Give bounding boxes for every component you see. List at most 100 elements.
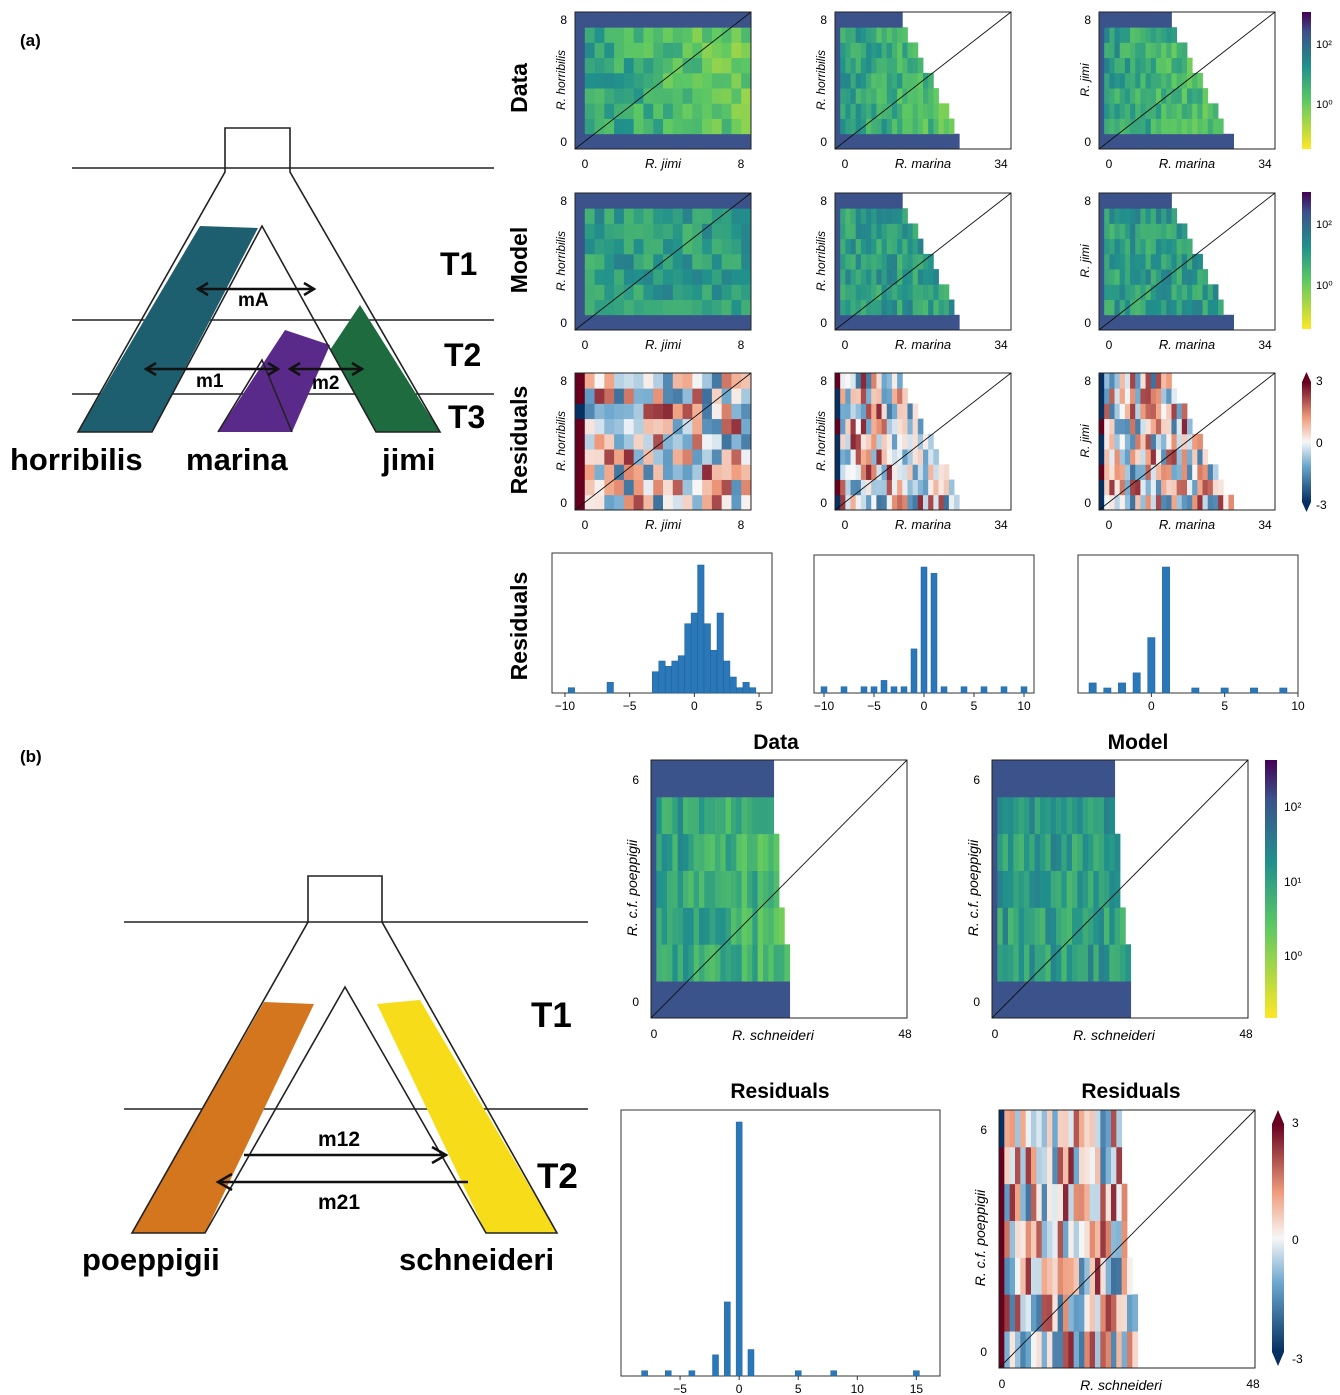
- heatmap-cell: [1181, 238, 1188, 255]
- heatmap-cell: [702, 208, 713, 224]
- heatmap-cell: [1089, 1294, 1096, 1332]
- heatmap-cell: [1015, 1110, 1021, 1148]
- x-tick-max: 34: [994, 518, 1008, 532]
- heatmap-cell: [840, 314, 846, 331]
- heatmap-cell: [1202, 479, 1209, 496]
- heatmap-cell: [1130, 269, 1136, 285]
- heatmap-cell: [721, 284, 732, 300]
- heatmap-cell: [855, 433, 862, 450]
- histogram-bar: [820, 686, 828, 694]
- heatmap-cell: [1161, 299, 1167, 316]
- heatmap-cell: [886, 314, 893, 331]
- histogram-frame: [620, 1109, 941, 1377]
- heatmap-cell: [704, 833, 711, 871]
- heatmap-cell: [845, 57, 851, 74]
- heatmap-cell: [575, 418, 586, 435]
- heatmap-cell: [1155, 238, 1162, 255]
- heatmap-cell: [604, 388, 615, 404]
- heatmap-cell: [741, 12, 752, 28]
- heatmap-cell: [1176, 269, 1183, 285]
- heatmap-cell: [1212, 299, 1219, 316]
- heatmap-cell: [1025, 1110, 1032, 1148]
- heatmap-cell: [855, 57, 862, 74]
- heatmap-cell: [633, 494, 644, 511]
- heatmap-cell: [711, 433, 723, 450]
- heatmap-cell: [1098, 760, 1105, 798]
- heatmap-cell: [1104, 760, 1110, 798]
- heatmap-cell: [891, 72, 898, 89]
- y-tick-max: 8: [820, 13, 827, 27]
- heatmap-cell: [1050, 870, 1057, 908]
- heatmap-cell: [1036, 1110, 1043, 1148]
- heatmap-cell: [1202, 118, 1209, 135]
- heatmap-cell: [1140, 314, 1146, 331]
- heatmap-cell: [1181, 118, 1188, 135]
- heatmap-cell: [886, 223, 893, 240]
- heatmap-cell: [763, 907, 769, 945]
- heatmap-cell: [1124, 57, 1131, 74]
- horribilis-branch: [78, 226, 258, 432]
- heatmap-cell: [682, 208, 693, 224]
- heatmap-cell: [715, 833, 721, 871]
- heatmap-cell: [876, 208, 882, 224]
- heatmap-cell: [623, 449, 635, 465]
- heatmap-cell: [876, 284, 882, 300]
- heatmap-cell: [1099, 284, 1105, 300]
- heatmap-cell: [1161, 388, 1167, 404]
- heatmap-cell: [897, 42, 903, 59]
- heatmap-cell: [688, 760, 695, 798]
- heatmap-cell: [704, 944, 711, 982]
- heatmap-cell: [575, 42, 586, 59]
- heatmap-cell: [1130, 388, 1136, 404]
- heatmap-cell: [643, 449, 654, 465]
- heatmap-cell: [1130, 88, 1136, 104]
- heatmap-cell: [912, 238, 919, 255]
- heatmap-cell: [643, 314, 654, 331]
- heatmap-cell: [943, 299, 950, 316]
- heatmap-cell: [604, 27, 615, 43]
- heatmap-cell: [1140, 223, 1146, 240]
- heatmap-cell: [692, 299, 703, 316]
- heatmap-cell: [633, 238, 644, 255]
- heatmap-cell: [721, 269, 732, 285]
- heatmap-cell: [688, 796, 695, 835]
- heatmap-cell: [682, 27, 693, 43]
- heatmap-cell: [661, 760, 668, 798]
- heatmap-cell: [850, 72, 857, 89]
- histogram-bar: [1118, 682, 1126, 694]
- heatmap-cell: [835, 133, 841, 150]
- heatmap-cell: [1098, 833, 1105, 871]
- heatmap-cell: [881, 72, 888, 89]
- heatmap-cell: [912, 494, 919, 511]
- heatmap-cell: [871, 57, 877, 74]
- heatmap-cell: [604, 42, 615, 59]
- heatmap-cell: [1111, 1110, 1117, 1148]
- heatmap-cell: [623, 133, 635, 150]
- heatmap-cell: [1104, 870, 1110, 908]
- heatmap-cell: [1018, 907, 1025, 945]
- heatmap-cell: [1176, 284, 1183, 300]
- heatmap-cell: [1181, 314, 1188, 331]
- heatmap-cell: [688, 944, 695, 982]
- heatmap-cell: [1040, 907, 1046, 945]
- heatmap-cell: [881, 88, 888, 104]
- heatmap-cell: [682, 118, 693, 135]
- heatmap-cell: [897, 269, 903, 285]
- heatmap-cell: [1130, 418, 1136, 435]
- heatmap-cell: [604, 88, 615, 104]
- heatmap-cell: [1056, 981, 1062, 1019]
- heatmap-cell: [948, 494, 955, 511]
- heatmap-cell: [653, 494, 664, 511]
- heatmap-cell: [1119, 118, 1126, 135]
- heatmap-cell: [1099, 418, 1105, 435]
- heatmap-cell: [1119, 269, 1126, 285]
- heatmap-cell: [866, 464, 872, 480]
- heatmap-cell: [876, 314, 882, 331]
- y-axis-label: R. horribilis: [814, 50, 828, 110]
- heatmap-cell: [1104, 118, 1110, 135]
- heatmap-cell: [902, 27, 908, 43]
- x-tick-max: 34: [1258, 157, 1272, 171]
- heatmap-cell: [886, 133, 893, 150]
- heatmap-cell: [704, 870, 711, 908]
- heatmap-cell: [741, 269, 752, 285]
